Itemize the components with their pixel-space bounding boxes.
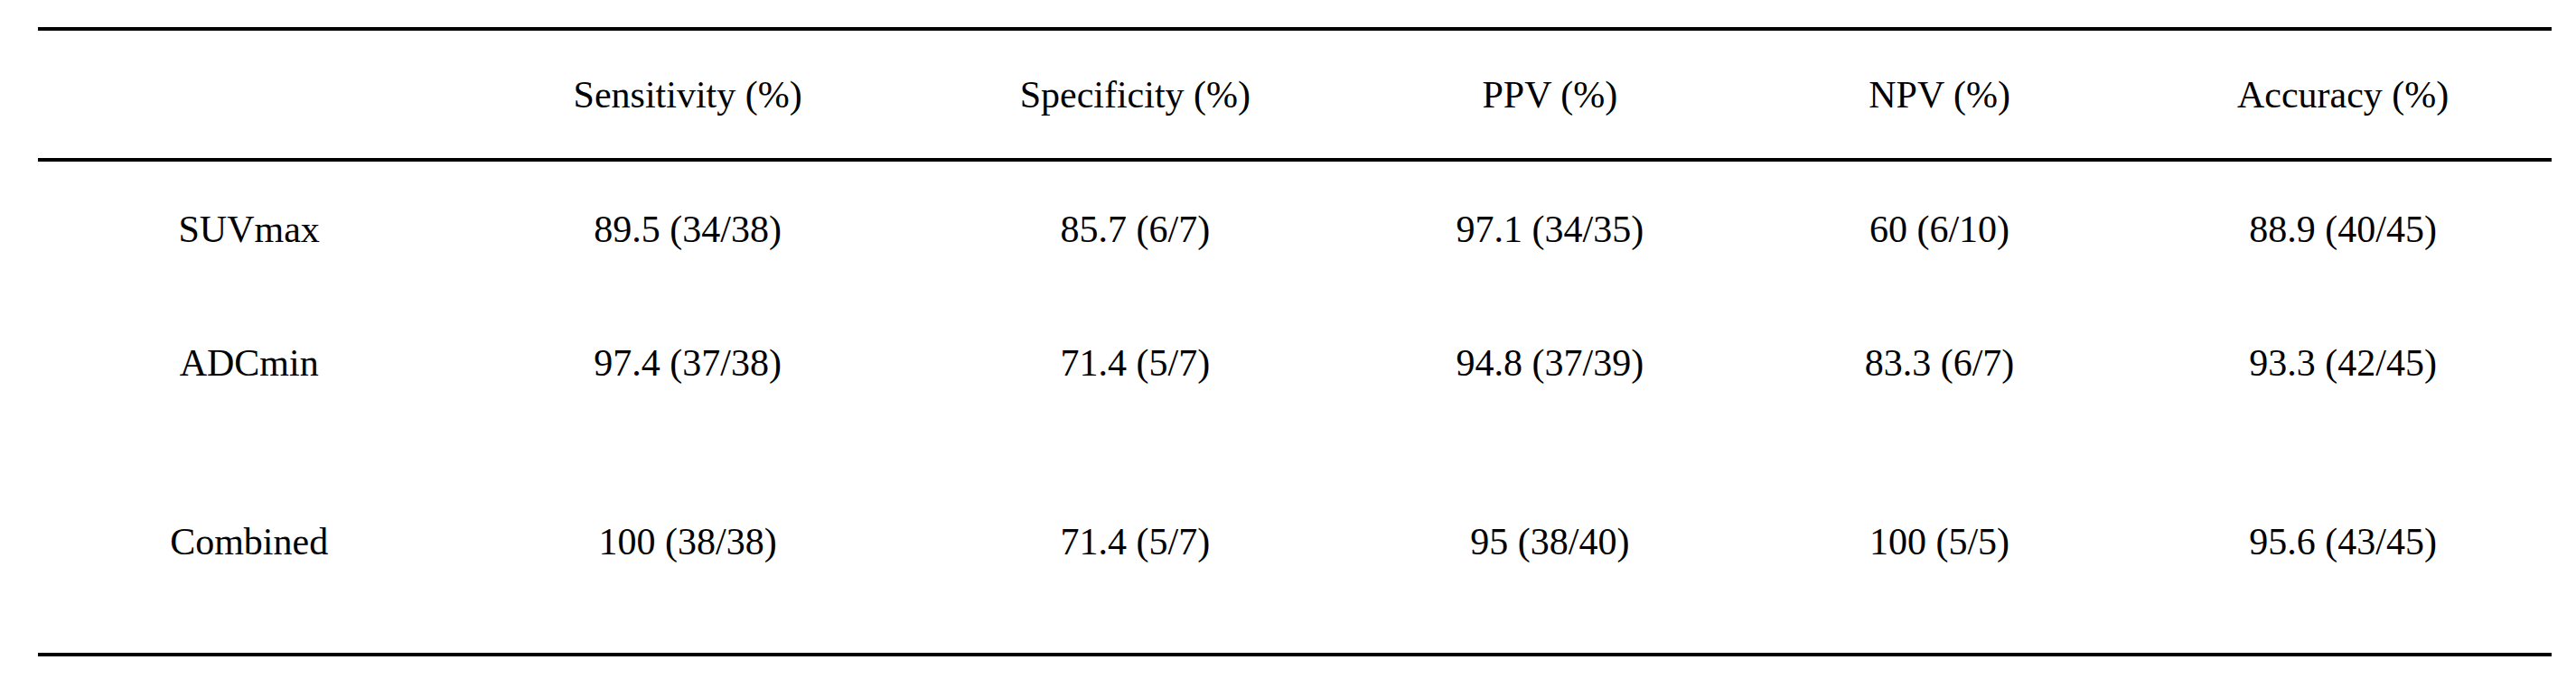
table-row-adcmin: ADCmin 97.4 (37/38) 71.4 (5/7) 94.8 (37/…	[38, 296, 2552, 430]
header-cell-blank	[38, 29, 460, 160]
cell-combined-specificity: 71.4 (5/7)	[915, 430, 1355, 655]
header-cell-npv: NPV (%)	[1745, 29, 2134, 160]
header-cell-specificity: Specificity (%)	[915, 29, 1355, 160]
row-label-suvmax: SUVmax	[38, 160, 460, 296]
cell-adcmin-specificity: 71.4 (5/7)	[915, 296, 1355, 430]
cell-suvmax-sensitivity: 89.5 (34/38)	[460, 160, 915, 296]
table-row-suvmax: SUVmax 89.5 (34/38) 85.7 (6/7) 97.1 (34/…	[38, 160, 2552, 296]
table-row-combined: Combined 100 (38/38) 71.4 (5/7) 95 (38/4…	[38, 430, 2552, 655]
cell-suvmax-accuracy: 88.9 (40/45)	[2134, 160, 2552, 296]
header-cell-accuracy: Accuracy (%)	[2134, 29, 2552, 160]
cell-adcmin-accuracy: 93.3 (42/45)	[2134, 296, 2552, 430]
cell-suvmax-npv: 60 (6/10)	[1745, 160, 2134, 296]
header-cell-sensitivity: Sensitivity (%)	[460, 29, 915, 160]
cell-adcmin-npv: 83.3 (6/7)	[1745, 296, 2134, 430]
cell-combined-sensitivity: 100 (38/38)	[460, 430, 915, 655]
cell-combined-accuracy: 95.6 (43/45)	[2134, 430, 2552, 655]
row-label-combined: Combined	[38, 430, 460, 655]
cell-suvmax-specificity: 85.7 (6/7)	[915, 160, 1355, 296]
row-label-adcmin: ADCmin	[38, 296, 460, 430]
diagnostic-performance-table: Sensitivity (%) Specificity (%) PPV (%) …	[38, 27, 2552, 656]
cell-combined-ppv: 95 (38/40)	[1355, 430, 1745, 655]
header-row: Sensitivity (%) Specificity (%) PPV (%) …	[38, 29, 2552, 160]
cell-suvmax-ppv: 97.1 (34/35)	[1355, 160, 1745, 296]
page: Sensitivity (%) Specificity (%) PPV (%) …	[0, 0, 2576, 688]
cell-adcmin-sensitivity: 97.4 (37/38)	[460, 296, 915, 430]
header-cell-ppv: PPV (%)	[1355, 29, 1745, 160]
cell-combined-npv: 100 (5/5)	[1745, 430, 2134, 655]
cell-adcmin-ppv: 94.8 (37/39)	[1355, 296, 1745, 430]
